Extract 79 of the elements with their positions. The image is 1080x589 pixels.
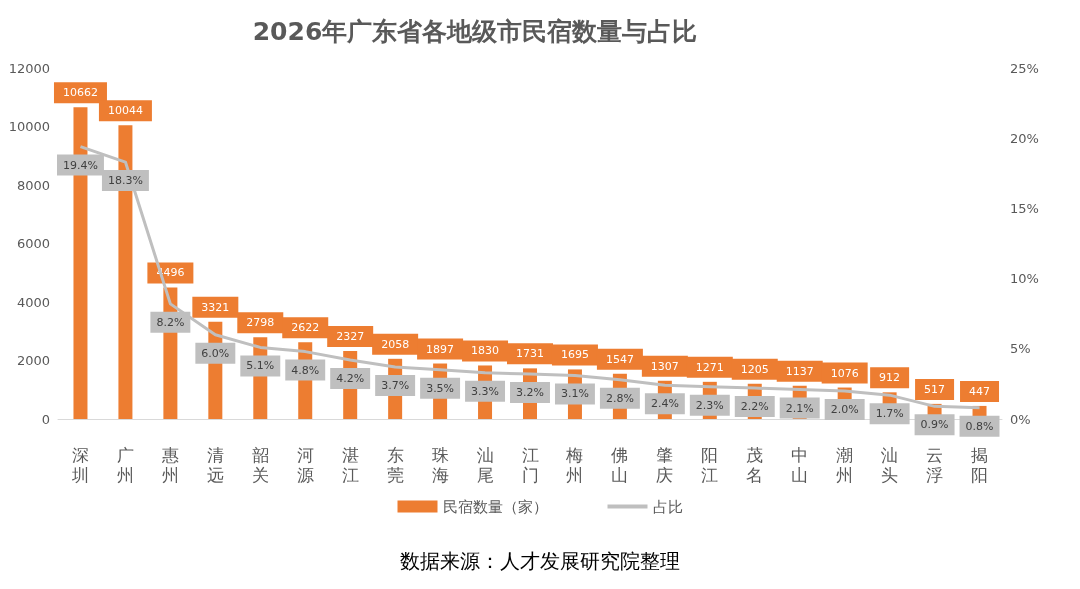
- data-label: 3.2%: [516, 386, 544, 400]
- legend-label: 民宿数量（家）: [442, 497, 548, 516]
- x-tick-label: 珠海: [431, 445, 449, 485]
- data-label: 1205: [740, 362, 769, 376]
- y2-tick-label: 0%: [1010, 411, 1031, 427]
- x-tick-label: 汕尾: [476, 445, 494, 485]
- data-label: 3.3%: [471, 384, 500, 398]
- data-label: 5.1%: [246, 359, 275, 373]
- data-label: 1271: [695, 360, 724, 374]
- data-label: 447: [969, 384, 991, 398]
- data-label: 3321: [201, 300, 230, 314]
- y2-tick-label: 25%: [1010, 60, 1039, 76]
- x-tick-label: 湛江: [341, 445, 359, 485]
- data-label: 2798: [246, 316, 275, 330]
- x-tick-label: 韶关: [251, 445, 269, 485]
- data-label: 0.9%: [920, 418, 949, 432]
- data-label: 8.2%: [156, 315, 185, 329]
- source-note: 数据来源：人才发展研究院整理: [400, 549, 680, 573]
- x-tick-label: 阳江: [701, 445, 719, 485]
- x-tick-label: 潮州: [836, 445, 854, 485]
- y-tick-label: 12000: [8, 60, 50, 76]
- data-label: 6.0%: [201, 346, 230, 360]
- y-tick-label: 8000: [16, 177, 50, 193]
- y-tick-label: 4000: [16, 294, 50, 310]
- data-label: 2.8%: [605, 391, 634, 405]
- x-tick-label: 云浮: [926, 445, 944, 485]
- data-label: 1731: [516, 347, 544, 361]
- data-label: 4.8%: [291, 363, 320, 377]
- data-label: 2058: [381, 337, 410, 351]
- data-label: 10044: [107, 104, 143, 118]
- x-tick-label: 揭阳: [971, 445, 989, 485]
- data-label: 1695: [560, 348, 589, 362]
- data-label: 1830: [471, 344, 500, 358]
- x-tick-label: 肇庆: [656, 445, 674, 485]
- data-label: 2.3%: [695, 398, 724, 412]
- x-tick-label: 中山: [791, 445, 809, 485]
- data-label: 1.7%: [875, 407, 904, 421]
- data-label: 517: [924, 382, 946, 396]
- x-tick-label: 深圳: [70, 445, 89, 485]
- data-label: 912: [879, 371, 901, 385]
- data-label: 19.4%: [63, 158, 98, 172]
- y2-tick-label: 5%: [1010, 341, 1031, 357]
- x-tick-label: 广州: [116, 445, 134, 485]
- data-label: 1137: [785, 364, 814, 378]
- x-tick-label: 江门: [521, 445, 539, 485]
- data-label: 2.2%: [740, 400, 769, 414]
- y-tick-label: 6000: [16, 236, 50, 251]
- data-label: 1897: [426, 342, 455, 356]
- x-tick-label: 清远: [206, 445, 224, 485]
- chart-title: 2026年广东省各地级市民宿数量与占比: [252, 17, 698, 46]
- data-label: 2.0%: [830, 402, 859, 416]
- y2-tick-label: 20%: [1010, 130, 1039, 146]
- x-tick-label: 河源: [296, 445, 314, 485]
- x-tick-label: 佛山: [611, 445, 629, 485]
- data-label: 2622: [291, 321, 320, 335]
- x-tick-label: 东莞: [386, 445, 404, 485]
- data-label: 0.8%: [965, 419, 994, 433]
- data-label: 3.7%: [381, 379, 410, 393]
- legend-label: 占比: [652, 497, 683, 516]
- data-label: 3.1%: [560, 387, 589, 401]
- data-label: 1076: [830, 366, 859, 380]
- x-tick-label: 汕头: [881, 445, 899, 485]
- data-label: 2.4%: [650, 397, 679, 411]
- data-label: 3.5%: [426, 381, 455, 395]
- data-label: 1547: [605, 352, 634, 366]
- data-label: 18.3%: [107, 174, 143, 188]
- data-label: 4.2%: [336, 372, 365, 386]
- x-tick-label: 茂名: [746, 445, 764, 485]
- x-tick-label: 梅州: [565, 445, 584, 485]
- data-label: 2.1%: [785, 401, 814, 415]
- data-label: 1307: [650, 359, 679, 373]
- y2-tick-label: 15%: [1010, 200, 1039, 216]
- y-tick-label: 0: [41, 411, 50, 427]
- y-tick-label: 10000: [8, 119, 50, 134]
- y2-tick-label: 10%: [1010, 271, 1039, 287]
- y-tick-label: 2000: [16, 353, 50, 368]
- data-label: 10662: [62, 86, 98, 100]
- x-tick-label: 惠州: [160, 445, 179, 485]
- data-label: 2327: [336, 329, 365, 343]
